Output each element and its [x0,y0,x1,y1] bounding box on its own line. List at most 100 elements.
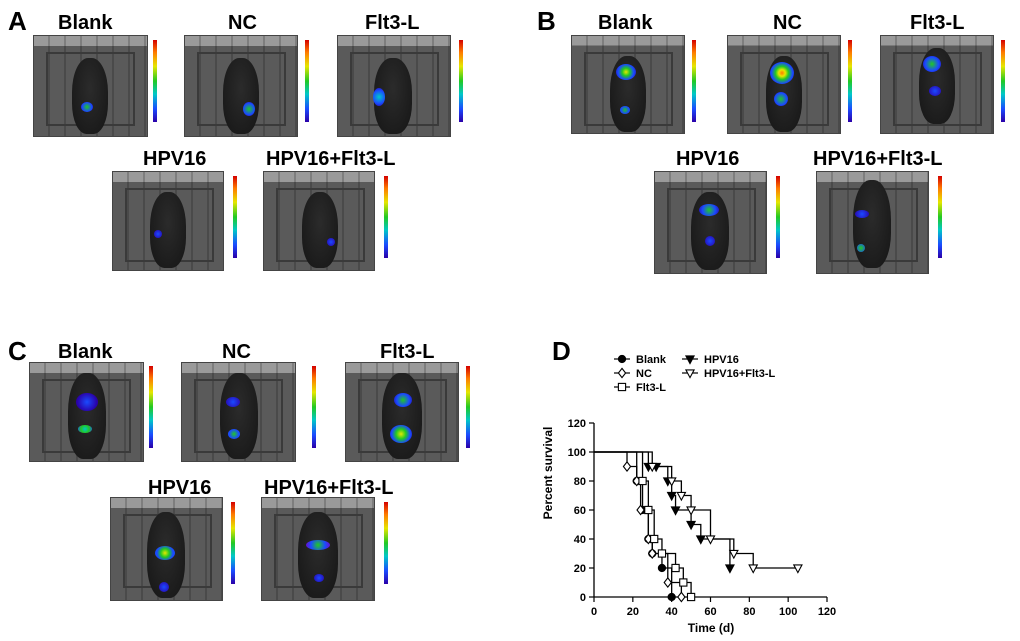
mouse-image-c-hpv16-flt3l [261,497,375,601]
data-point-hpv16-flt3-l [676,491,687,502]
x-tick-label: 100 [779,606,797,618]
y-tick-label: 120 [568,418,586,430]
color-scale-a-nc [305,40,309,122]
series-line-flt3-l [594,451,692,597]
data-point-nc [647,548,657,559]
mouse-image-c-hpv16 [110,497,223,601]
data-point-flt3-l [650,534,659,544]
title-b-flt3l: Flt3-L [910,12,965,34]
color-scale-b-flt3l [1001,40,1005,122]
survival-chart: 0 20 40 60 80 100 120 0 20 40 60 80 100 120 Blank NC Fl… [541,354,836,635]
title-b-nc: NC [773,12,802,34]
data-point-hpv16-flt3-l [705,535,716,545]
color-scale-b-blank [692,40,696,122]
color-scale-a-hpv16 [233,176,237,258]
x-tick-label: 20 [627,606,639,618]
color-scale-c-nc [312,366,316,448]
data-point-flt3-l [644,505,653,515]
mouse-image-b-blank [571,35,685,134]
x-tick-label: 80 [743,606,755,618]
title-c-hpv16-flt3l: HPV16+Flt3-L [264,477,394,499]
x-tick-label: 120 [818,606,836,618]
mouse-image-b-hpv16-flt3l [816,171,929,274]
title-a-hpv16: HPV16 [143,148,207,170]
legend-label-hpv16-flt3-l: HPV16+Flt3-L [704,368,775,380]
panel-label-b: B [537,6,556,36]
data-point-hpv16-flt3-l [686,506,697,516]
data-point-blank [657,563,667,573]
x-axis-label: Time (d) [688,621,734,635]
series-line-blank [594,451,673,597]
color-scale-b-hpv16-flt3l [938,176,942,258]
mouse-image-b-hpv16 [654,171,767,274]
mouse-image-b-flt3l [880,35,994,134]
panel-label-a: A [8,6,27,36]
title-b-hpv16-flt3l: HPV16+Flt3-L [813,148,943,170]
y-tick-label: 40 [574,534,586,546]
data-point-hpv16 [724,564,735,574]
data-point-hpv16-flt3-l [748,564,759,574]
title-a-nc: NC [228,12,257,34]
y-tick-label: 60 [574,505,586,517]
title-b-blank: Blank [598,12,653,34]
title-c-nc: NC [222,341,251,363]
data-point-hpv16 [670,506,681,516]
data-point-flt3-l [638,476,647,486]
data-point-hpv16 [686,520,697,531]
x-tick-label: 0 [591,606,597,618]
color-scale-c-hpv16-flt3l [384,502,388,584]
title-a-blank: Blank [58,12,113,34]
color-scale-c-hpv16 [231,502,235,584]
title-a-hpv16-flt3l: HPV16+Flt3-L [266,148,396,170]
mouse-image-a-hpv16 [112,171,224,271]
mouse-image-a-flt3l [337,35,451,137]
title-c-hpv16: HPV16 [148,477,212,499]
legend-marker-hpv16-flt3-l [684,369,696,379]
title-b-hpv16: HPV16 [676,148,740,170]
legend-marker-flt3-l [617,382,627,392]
mouse-image-a-blank [33,35,148,137]
color-scale-a-flt3l [459,40,463,122]
x-tick-label: 60 [704,606,716,618]
data-point-flt3-l [686,592,696,602]
title-c-flt3l: Flt3-L [380,341,435,363]
legend-label-flt3-l: Flt3-L [636,382,666,394]
panel-label-c: C [8,336,27,366]
title-c-blank: Blank [58,341,113,363]
panel-label-d: D [552,336,571,366]
legend-marker-nc [617,367,627,379]
data-point-flt3-l [657,549,667,558]
data-point-hpv16 [666,491,677,502]
color-scale-a-blank [153,40,157,122]
y-tick-label: 100 [568,447,586,459]
x-tick-label: 40 [666,606,678,618]
series-line-hpv16-flt3-l [594,451,798,569]
color-scale-b-hpv16 [776,176,780,258]
y-axis-label: Percent survival [541,427,555,520]
data-point-flt3-l [679,578,688,587]
data-point-nc [636,504,645,516]
legend-marker-hpv16 [684,355,696,365]
mouse-image-c-flt3l [345,362,459,462]
legend-marker-blank [617,354,627,364]
data-point-blank [667,592,676,602]
mouse-image-a-nc [184,35,298,137]
y-tick-label: 20 [574,563,586,575]
title-a-flt3l: Flt3-L [365,12,420,34]
color-scale-b-nc [848,40,852,122]
data-point-nc [663,577,673,588]
mouse-image-c-nc [181,362,296,462]
mouse-image-c-blank [29,362,144,462]
data-point-hpv16-flt3-l [647,462,658,473]
y-tick-label: 80 [574,476,586,488]
mouse-image-b-nc [727,35,841,134]
legend-label-blank: Blank [636,354,667,366]
color-scale-a-hpv16-flt3l [384,176,388,258]
data-point-hpv16 [695,535,706,545]
y-tick-label: 0 [580,592,586,604]
data-point-flt3-l [671,563,680,573]
color-scale-c-flt3l [466,366,470,448]
mouse-image-a-hpv16-flt3l [263,171,375,271]
data-point-hpv16-flt3-l [666,477,677,487]
data-point-nc [622,461,632,472]
